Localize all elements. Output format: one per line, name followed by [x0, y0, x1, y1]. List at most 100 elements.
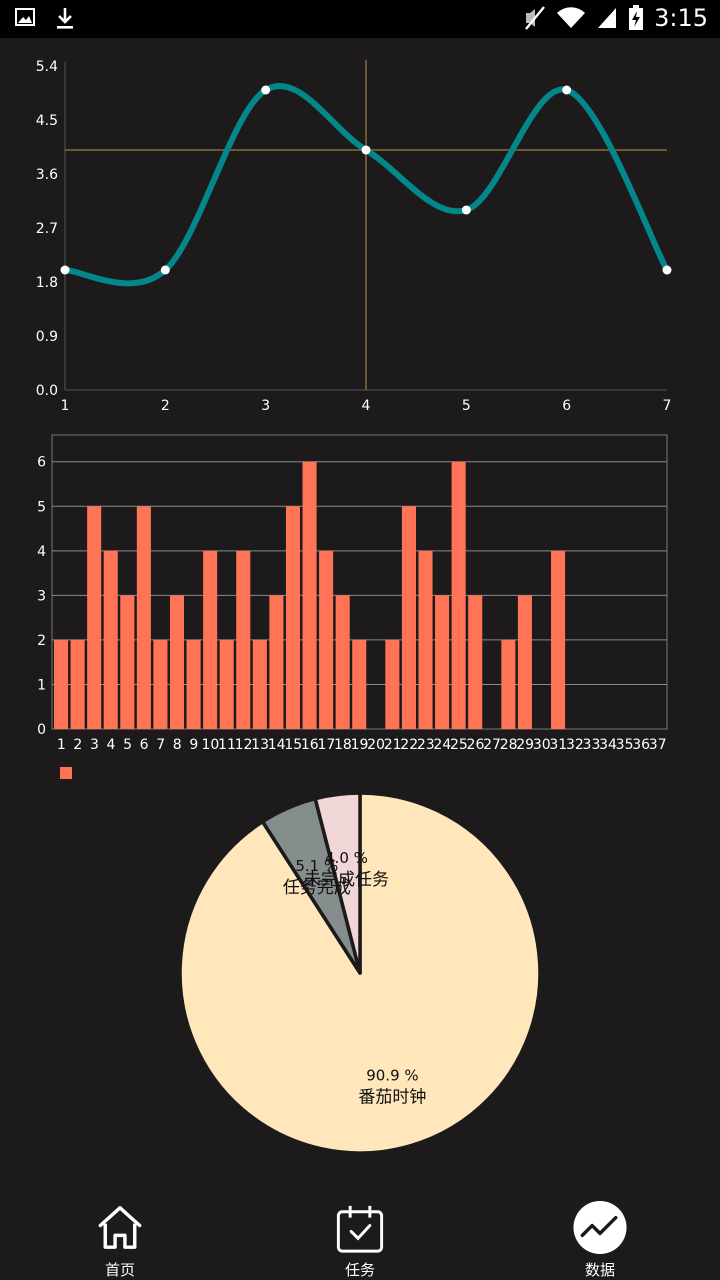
x-tick-label: 7 — [156, 737, 165, 753]
bar — [319, 550, 334, 729]
x-tick-label: 6 — [140, 737, 149, 753]
x-tick-label: 34 — [599, 737, 617, 753]
y-tick-label: 5.4 — [36, 59, 58, 75]
signal-icon — [598, 8, 617, 28]
y-tick-label: 3.6 — [36, 167, 58, 183]
bar — [501, 639, 516, 729]
bar — [418, 550, 433, 729]
data-point — [160, 265, 170, 275]
x-tick-label: 17 — [317, 737, 335, 753]
x-tick-label: 26 — [467, 737, 485, 753]
x-tick-label: 6 — [562, 398, 571, 414]
status-time: 3:15 — [654, 4, 708, 32]
y-tick-label: 3 — [37, 588, 46, 604]
y-tick-label: 0.9 — [36, 329, 58, 345]
x-tick-label: 20 — [367, 737, 385, 753]
x-tick-label: 4 — [362, 398, 371, 414]
bar — [186, 639, 201, 729]
x-tick-label: 12 — [235, 737, 253, 753]
x-tick-label: 8 — [173, 737, 182, 753]
nav-item-tasks[interactable]: 任务 — [300, 1190, 420, 1280]
x-tick-label: 19 — [351, 737, 369, 753]
bar — [87, 506, 102, 729]
y-tick-label: 1.8 — [36, 275, 58, 291]
pie-slice-pomodoro — [178, 791, 542, 1155]
bar — [236, 550, 251, 729]
x-tick-label: 28 — [500, 737, 518, 753]
x-tick-label: 31 — [549, 737, 567, 753]
home-icon — [98, 1206, 142, 1249]
bar — [401, 506, 416, 729]
x-tick-label: 13 — [251, 737, 269, 753]
pie-slice-incomplete — [313, 791, 362, 975]
bar — [285, 506, 301, 729]
x-tick-label: 1 — [61, 398, 70, 414]
bar — [54, 639, 69, 729]
nav-item-home[interactable]: 首页 — [60, 1190, 180, 1280]
data-point — [261, 85, 271, 95]
nav-label-data: 数据 — [584, 1261, 615, 1279]
x-tick-label: 4 — [107, 737, 116, 753]
x-tick-label: 5 — [462, 398, 471, 414]
download-icon — [57, 8, 73, 29]
nav-label-home: 首页 — [104, 1261, 135, 1279]
bar — [219, 639, 234, 729]
x-tick-label: 29 — [516, 737, 534, 753]
slice-percent-label: 5.1 % — [295, 857, 338, 875]
bar — [169, 595, 185, 729]
bar — [352, 639, 367, 729]
data-point — [662, 265, 672, 275]
x-tick-label: 30 — [533, 737, 551, 753]
x-tick-label: 36 — [632, 737, 650, 753]
line-chart[interactable]: 0.0 0.9 1.8 2.7 3.6 4.5 5.4 1 2 3 4 5 6 7 — [0, 40, 720, 420]
x-tick-label: 35 — [616, 737, 634, 753]
x-tick-label: 9 — [189, 737, 198, 753]
x-tick-label: 32 — [566, 737, 584, 753]
image-icon — [15, 8, 35, 26]
x-tick-label: 7 — [663, 398, 672, 414]
x-tick-label: 5 — [123, 737, 132, 753]
nav-item-data[interactable]: 数据 — [540, 1190, 660, 1280]
battery-charging-icon — [629, 5, 644, 30]
x-tick-label: 1 — [57, 737, 66, 753]
chart-trend-icon — [573, 1200, 627, 1255]
x-tick-label: 27 — [483, 737, 501, 753]
x-tick-label: 3 — [90, 737, 99, 753]
data-point — [461, 205, 471, 215]
bar — [70, 639, 85, 729]
nav-label-tasks: 任务 — [344, 1261, 375, 1279]
bar — [335, 595, 350, 729]
y-tick-label: 4 — [37, 544, 46, 560]
legend-swatch — [60, 767, 72, 779]
bar — [385, 639, 400, 729]
x-tick-label: 18 — [334, 737, 352, 753]
y-tick-label: 1 — [37, 677, 46, 693]
x-tick-label: 33 — [583, 737, 601, 753]
bar — [103, 550, 118, 729]
data-point — [60, 265, 70, 275]
calendar-check-icon — [336, 1205, 384, 1253]
y-tick-label: 2.7 — [36, 221, 58, 237]
bar — [120, 595, 135, 729]
bar — [203, 550, 218, 729]
x-tick-label: 11 — [218, 737, 236, 753]
bar — [468, 595, 483, 729]
pie-chart[interactable]: 90.9 % 番茄时钟 5.1 % 任务完成 4.0 % 未完成任务 — [0, 780, 720, 1170]
mute-icon — [525, 6, 546, 30]
data-point — [361, 145, 371, 155]
bar — [269, 595, 284, 729]
slice-name-label: 任务完成 — [283, 878, 351, 898]
slice-name-label: 番茄时钟 — [358, 1087, 426, 1107]
bar — [153, 639, 168, 729]
bar — [451, 461, 466, 729]
y-tick-label: 0 — [37, 722, 46, 738]
x-tick-label: 25 — [450, 737, 468, 753]
bar — [252, 639, 267, 729]
x-tick-label: 22 — [400, 737, 418, 753]
x-tick-label: 3 — [261, 398, 270, 414]
x-tick-label: 14 — [268, 737, 286, 753]
x-tick-label: 2 — [73, 737, 82, 753]
bottom-navigation: 首页 任务 数据 — [0, 1190, 720, 1280]
y-tick-label: 0.0 — [36, 383, 58, 399]
